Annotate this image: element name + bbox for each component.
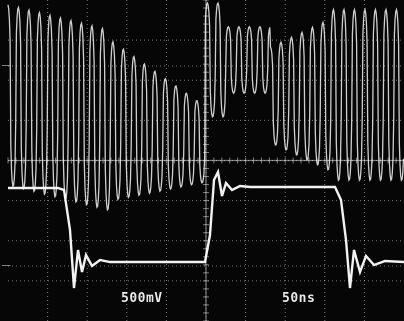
ground-marker-lower: ── — [2, 262, 11, 270]
volts-per-div-readout: 500mV — [121, 291, 163, 306]
time-per-div-readout: 50ns — [282, 291, 316, 306]
pulse-trace — [8, 168, 404, 289]
oscillating-trace — [7, 1, 404, 212]
ground-marker-upper: ── — [2, 62, 11, 70]
